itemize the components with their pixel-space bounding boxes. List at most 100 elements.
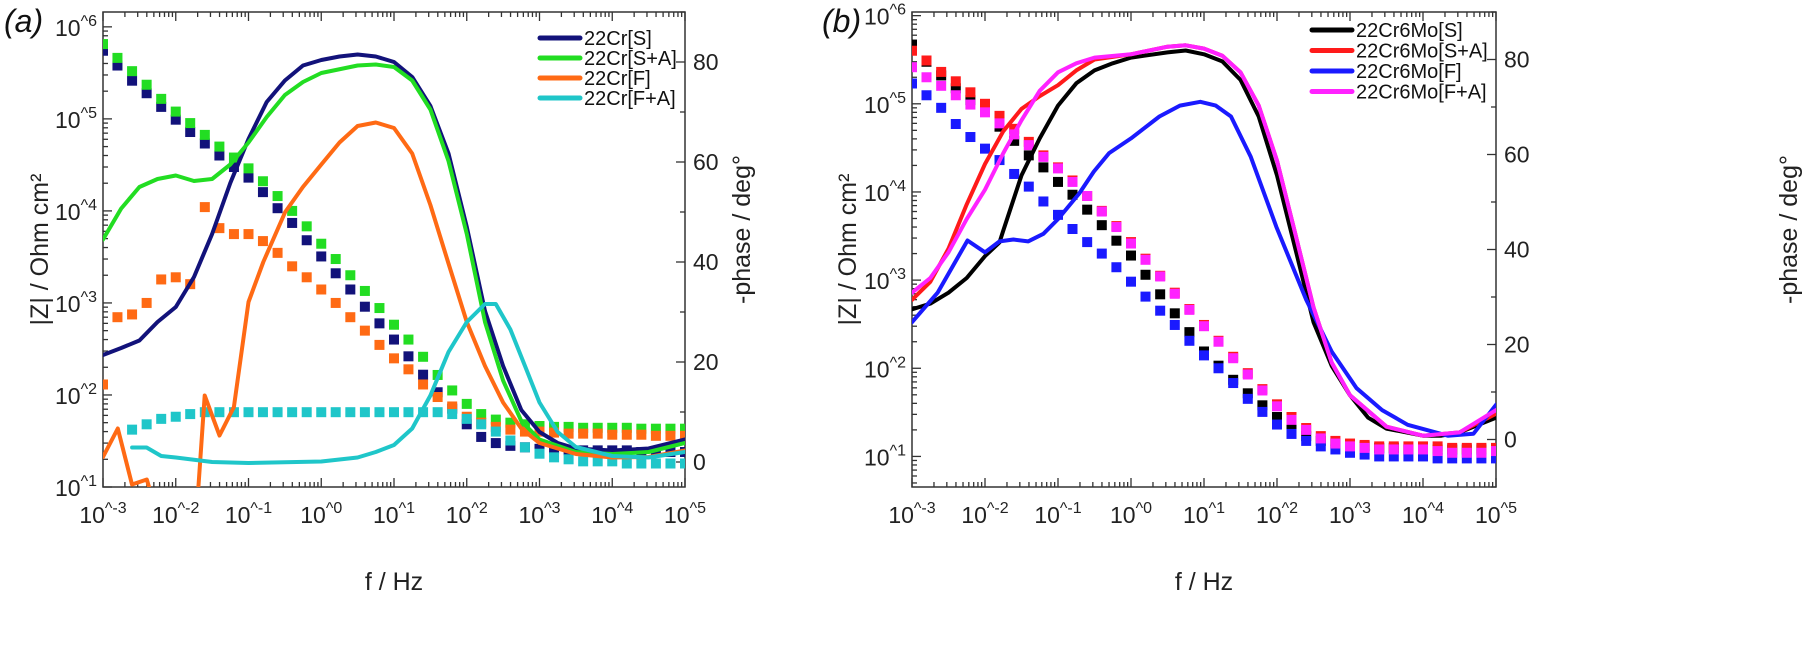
impedance-marker bbox=[490, 438, 501, 449]
impedance-marker bbox=[912, 62, 917, 73]
impedance-marker bbox=[680, 423, 685, 434]
impedance-marker bbox=[1491, 446, 1496, 457]
impedance-marker bbox=[1082, 237, 1093, 248]
impedance-marker bbox=[1272, 401, 1282, 412]
impedance-marker bbox=[665, 423, 676, 434]
impedance-marker bbox=[578, 428, 589, 439]
impedance-marker bbox=[505, 424, 516, 435]
impedance-marker bbox=[1403, 451, 1414, 462]
impedance-marker bbox=[156, 101, 167, 112]
impedance-marker bbox=[563, 428, 574, 439]
impedance-marker bbox=[1096, 220, 1107, 231]
impedance-marker bbox=[965, 132, 976, 143]
impedance-marker bbox=[505, 435, 516, 446]
impedance-marker bbox=[403, 364, 414, 375]
impedance-marker bbox=[950, 76, 961, 87]
impedance-marker bbox=[1213, 336, 1224, 347]
y-left-tick-label: 10^3 bbox=[55, 289, 97, 317]
impedance-marker bbox=[330, 297, 341, 308]
impedance-marker bbox=[965, 99, 976, 110]
impedance-marker bbox=[243, 163, 254, 174]
impedance-marker bbox=[185, 127, 196, 138]
impedance-marker bbox=[505, 417, 516, 428]
x-tick-label: 10^-2 bbox=[961, 500, 1008, 528]
x-tick-label: 10^3 bbox=[1329, 500, 1371, 528]
impedance-marker bbox=[389, 407, 399, 418]
impedance-marker bbox=[680, 458, 685, 469]
series-impedance-markers bbox=[912, 62, 1496, 458]
impedance-marker bbox=[534, 421, 545, 432]
impedance-marker bbox=[950, 90, 961, 101]
impedance-marker bbox=[1140, 269, 1151, 280]
impedance-marker bbox=[156, 413, 167, 424]
impedance-marker bbox=[1199, 350, 1209, 361]
y-right-axis-title: -phase / deg° bbox=[728, 155, 756, 304]
legend-label: 22Cr6Mo[S+A] bbox=[1356, 41, 1488, 63]
x-tick-label: 10^-1 bbox=[1034, 500, 1081, 528]
impedance-marker bbox=[650, 423, 661, 434]
panel-label: (b) bbox=[822, 3, 861, 39]
impedance-marker bbox=[1096, 248, 1107, 259]
x-tick-label: 10^4 bbox=[1402, 500, 1444, 528]
impedance-marker bbox=[607, 456, 618, 467]
y-right-axis-title: -phase / deg° bbox=[1775, 155, 1803, 304]
impedance-marker bbox=[950, 83, 961, 94]
impedance-marker bbox=[170, 272, 181, 283]
x-tick-label: 10^4 bbox=[591, 500, 633, 528]
legend: 22Cr6Mo[S]22Cr6Mo[S+A]22Cr6Mo[F]22Cr6Mo[… bbox=[1309, 20, 1488, 104]
impedance-marker bbox=[287, 205, 298, 216]
impedance-marker bbox=[936, 66, 947, 77]
impedance-marker bbox=[257, 236, 268, 247]
x-tick-label: 10^-3 bbox=[888, 500, 935, 528]
x-tick-label: 10^2 bbox=[446, 500, 488, 528]
phase-line bbox=[912, 99, 1496, 438]
y-left-tick-label: 10^4 bbox=[864, 178, 906, 206]
impedance-marker bbox=[461, 419, 472, 430]
impedance-marker bbox=[1315, 433, 1326, 444]
impedance-marker bbox=[1038, 162, 1049, 173]
impedance-marker bbox=[257, 187, 268, 198]
impedance-marker bbox=[228, 162, 239, 173]
impedance-marker bbox=[921, 90, 932, 101]
impedance-marker bbox=[921, 72, 932, 83]
impedance-marker bbox=[418, 379, 429, 390]
impedance-marker bbox=[1301, 424, 1312, 435]
impedance-marker bbox=[1476, 447, 1487, 458]
y-left-tick-label: 10^4 bbox=[55, 197, 97, 225]
impedance-marker bbox=[936, 102, 947, 113]
impedance-marker bbox=[1155, 271, 1166, 282]
impedance-marker bbox=[1418, 444, 1428, 455]
impedance-marker bbox=[461, 398, 472, 409]
impedance-marker bbox=[1447, 453, 1458, 464]
impedance-marker bbox=[1330, 438, 1341, 449]
impedance-marker bbox=[112, 60, 123, 71]
impedance-marker bbox=[127, 66, 138, 77]
impedance-marker bbox=[980, 143, 990, 154]
impedance-marker bbox=[1082, 204, 1093, 215]
impedance-marker bbox=[1184, 335, 1195, 346]
impedance-marker bbox=[912, 45, 917, 56]
impedance-marker bbox=[359, 407, 370, 418]
phase-line bbox=[103, 120, 685, 487]
impedance-marker bbox=[272, 247, 283, 258]
impedance-marker bbox=[1053, 163, 1063, 174]
impedance-marker bbox=[636, 458, 647, 469]
impedance-marker bbox=[1359, 442, 1370, 453]
legend: 22Cr[S]22Cr[S+A]22Cr[F]22Cr[F+A] bbox=[537, 28, 677, 110]
impedance-marker bbox=[389, 319, 399, 330]
impedance-marker bbox=[1403, 444, 1414, 455]
y-left-tick-label: 10^6 bbox=[55, 13, 97, 41]
impedance-marker bbox=[432, 407, 443, 418]
impedance-marker bbox=[1023, 150, 1034, 161]
impedance-marker bbox=[1096, 206, 1107, 217]
impedance-marker bbox=[403, 334, 414, 345]
impedance-marker bbox=[1126, 250, 1136, 261]
plot-area bbox=[912, 39, 1496, 464]
impedance-marker bbox=[1257, 400, 1268, 411]
x-tick-label: 10^5 bbox=[1475, 500, 1517, 528]
y-right-tick-label: 60 bbox=[1504, 142, 1530, 168]
impedance-marker bbox=[1067, 176, 1078, 187]
x-tick-label: 10^3 bbox=[519, 500, 561, 528]
y-left-tick-label: 10^5 bbox=[864, 90, 906, 118]
impedance-marker bbox=[592, 422, 603, 433]
